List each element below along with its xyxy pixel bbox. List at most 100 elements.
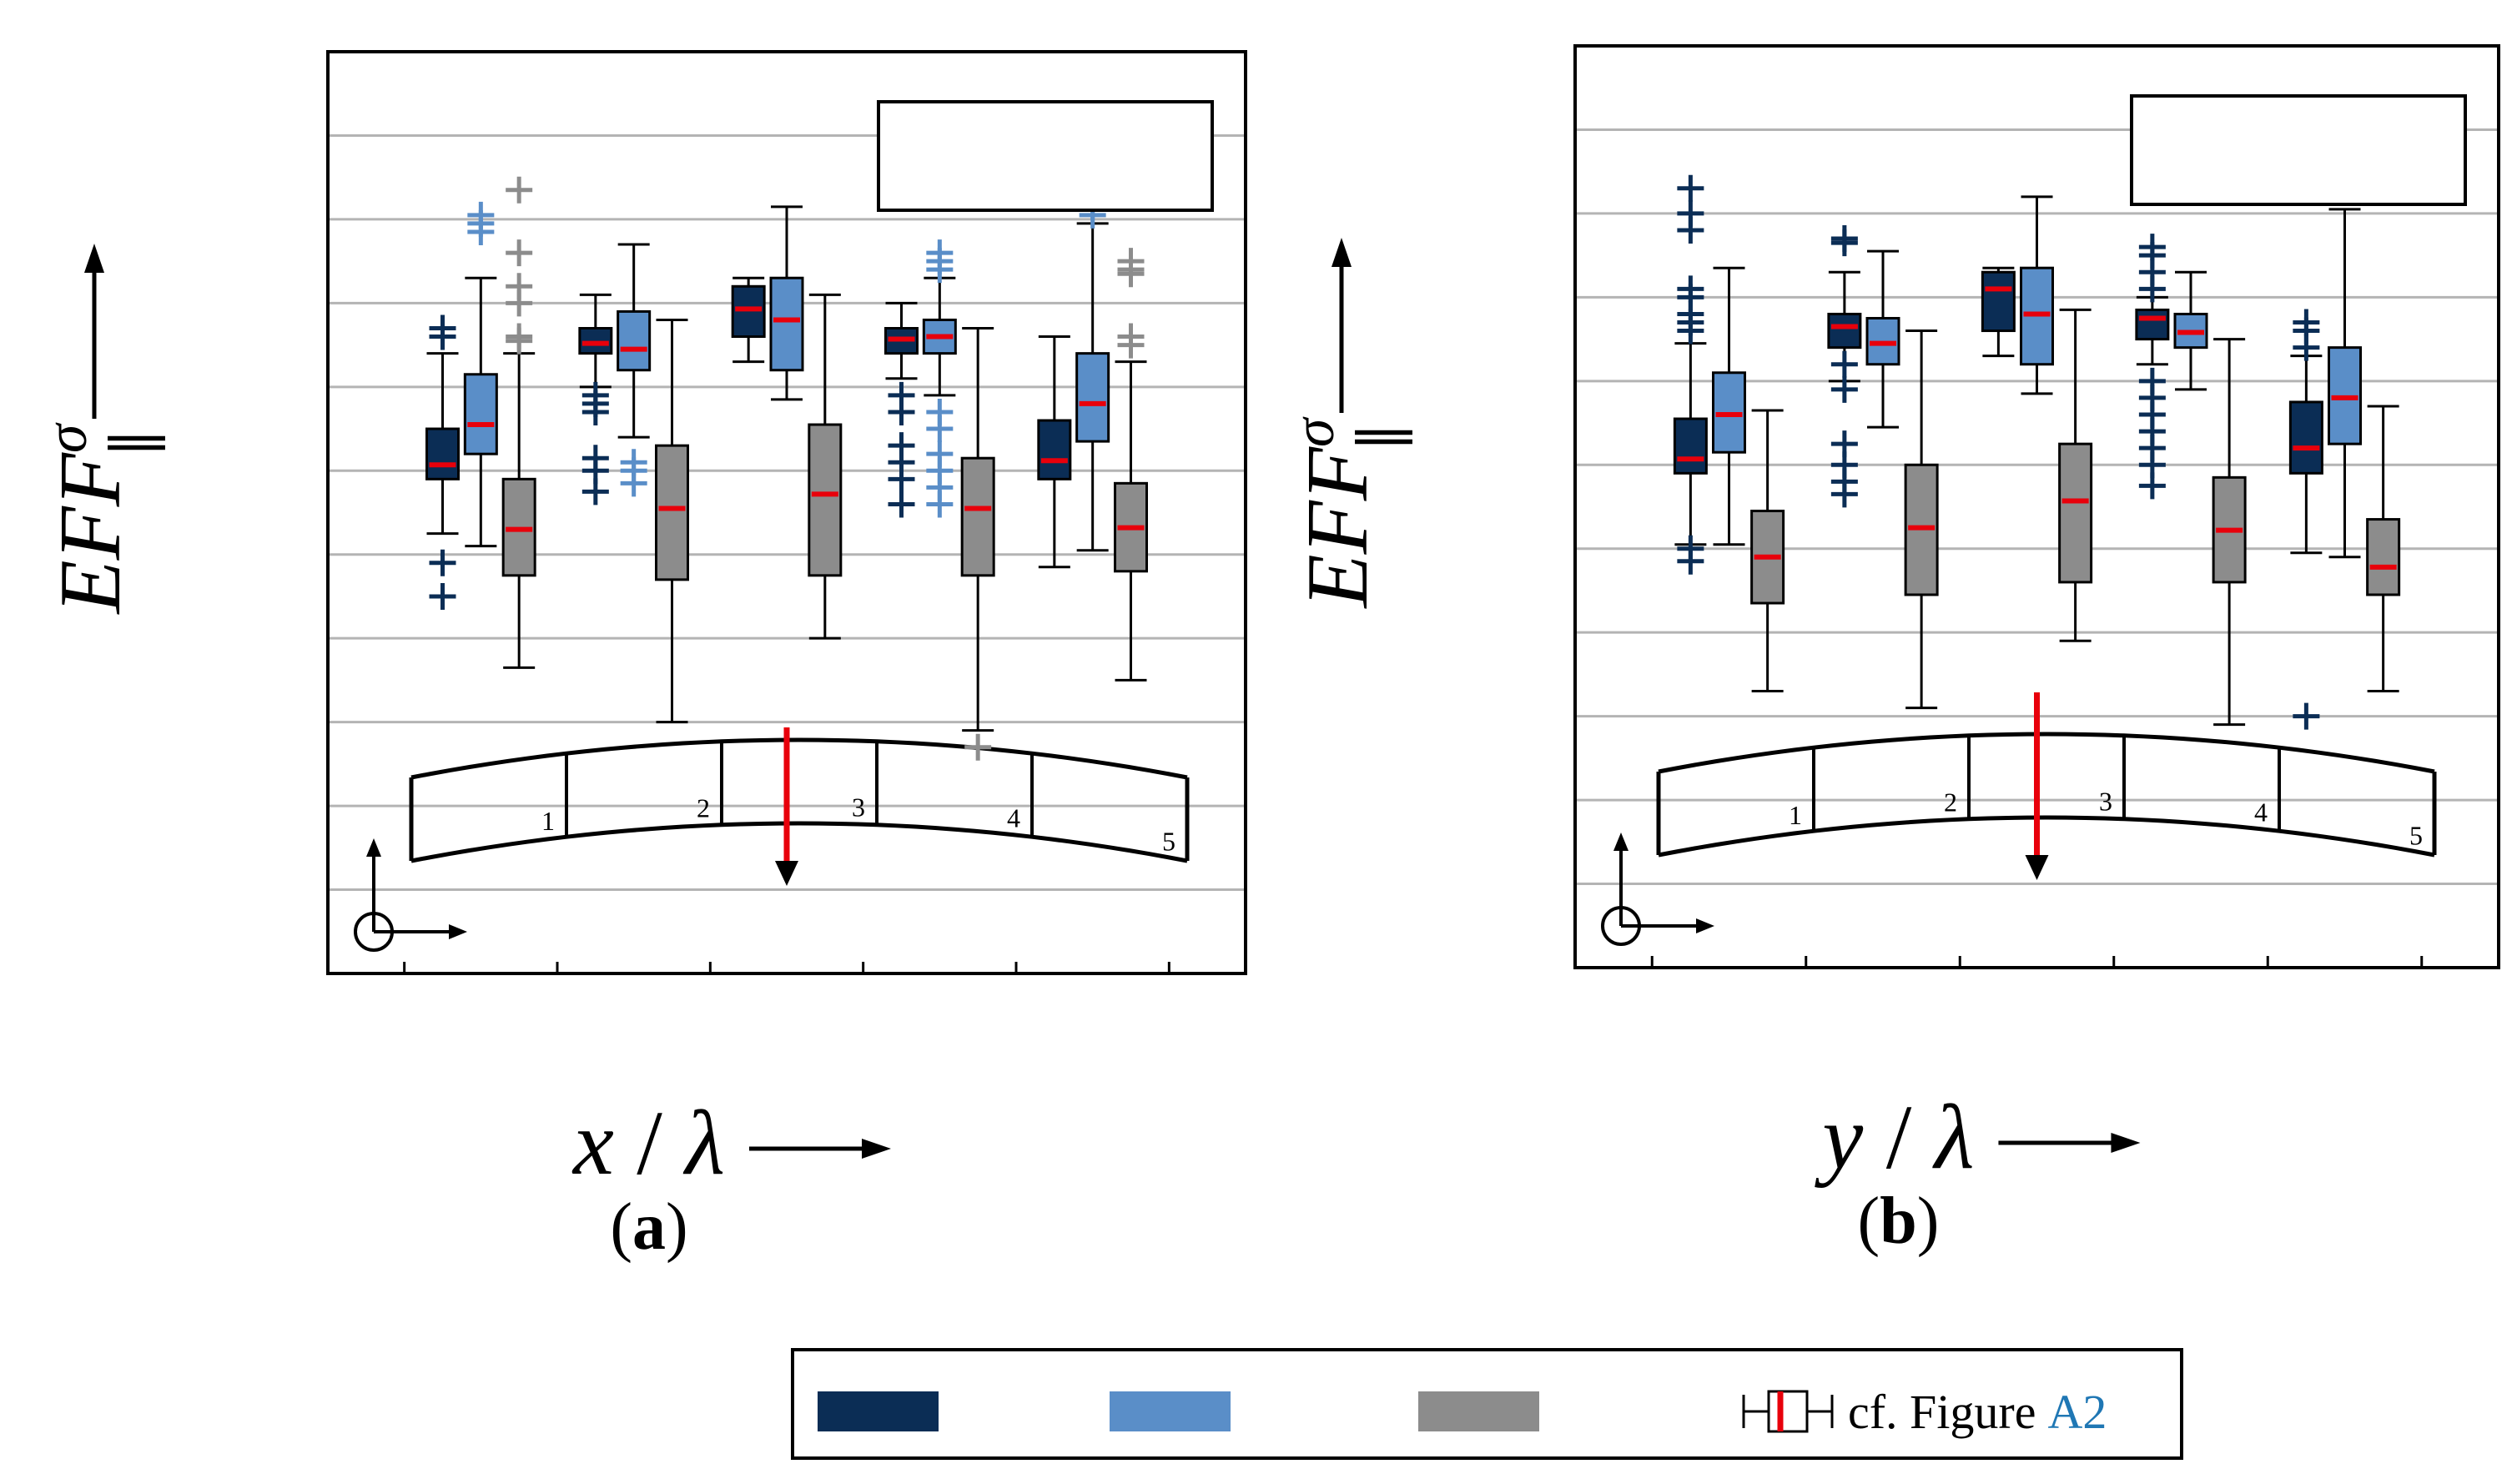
box-iqr	[2288, 400, 2323, 475]
box-iqr	[617, 309, 652, 372]
legend-swatch-type-i	[818, 1391, 939, 1431]
beam-top-edge	[1658, 732, 2435, 774]
outlier-marker	[1117, 248, 1145, 275]
arrow-right-icon	[449, 924, 467, 939]
plot-frame	[326, 50, 1247, 975]
beam-number-2: 2	[1944, 787, 1957, 817]
boxplot-type-ii	[922, 239, 957, 518]
beam-diagram: 1 2 3 4 5	[1601, 692, 2437, 946]
legend: cf. Figure A2	[791, 1348, 2183, 1460]
boxplot-type-ii	[463, 201, 498, 548]
outlier-marker	[1830, 430, 1858, 458]
x-axis-variable: x	[571, 1092, 614, 1194]
boxplot-type-i	[884, 301, 919, 518]
y-axis-label: EFFσ∥	[1282, 238, 1413, 609]
outlier-marker	[1117, 323, 1145, 350]
x-axis-slash: /	[614, 1092, 686, 1194]
outlier-marker	[888, 381, 915, 409]
y-axis-superscript: σ	[35, 422, 99, 453]
arrow-right-icon	[862, 1139, 891, 1159]
x-axis-label: x / λ	[571, 1092, 725, 1194]
boxplot-type-i	[578, 293, 613, 506]
panel-label: (a)	[610, 1190, 687, 1264]
boxplot-type-ii	[1075, 193, 1110, 552]
box-iqr	[463, 373, 498, 455]
box-iqr	[1037, 419, 1072, 480]
boxplot-type-ii	[2173, 270, 2208, 391]
box-iqr	[1827, 312, 1862, 350]
box-iqr	[2366, 518, 2401, 596]
boxplot-type-i	[425, 314, 460, 610]
arrow-up-icon	[1613, 833, 1628, 851]
outlier-marker	[2293, 702, 2320, 730]
outlier-marker	[1677, 174, 1704, 202]
x-axis-slash: /	[1863, 1086, 1935, 1188]
chart-panel-b: 1 2 3 4 5 y / λ(b) EFFσ∥	[1282, 44, 2500, 1258]
outlier-marker	[429, 582, 456, 610]
y-axis-subscript: ∥	[1349, 423, 1413, 452]
outlier-marker	[1830, 375, 1858, 403]
beam-number-4: 4	[1007, 803, 1020, 833]
outlier-marker	[506, 273, 533, 300]
boxplot-type-ii	[617, 243, 652, 497]
boxplot-type-iii	[2366, 405, 2401, 692]
legend-reference: cf. Figure A2	[1848, 1385, 2107, 1439]
beam-diagram: 1 2 3 4 5	[354, 727, 1190, 952]
beam-number-5: 5	[2409, 820, 2423, 850]
beam-bottom-edge	[410, 821, 1188, 863]
outlier-marker	[581, 445, 609, 472]
y-axis-superscript: σ	[1282, 416, 1347, 447]
beam-number-3: 3	[2099, 786, 2112, 816]
outlier-marker	[2138, 367, 2166, 395]
beam-top-edge	[410, 737, 1188, 780]
beam-number-3: 3	[852, 792, 865, 822]
box-iqr	[960, 456, 995, 577]
box-iqr	[578, 327, 613, 355]
panel-label: (b)	[1858, 1185, 1940, 1258]
y-axis-label: EFFσ∥	[35, 244, 166, 615]
boxplot-type-iii	[1904, 329, 1939, 710]
boxplot-type-iii	[960, 327, 995, 761]
boxplot-type-iii	[2212, 338, 2247, 727]
box-iqr	[808, 423, 843, 577]
arrow-right-icon	[2111, 1133, 2141, 1153]
boxplot-type-i	[1673, 174, 1708, 575]
outlier-marker	[1677, 199, 1704, 227]
outlier-marker	[926, 239, 954, 267]
box-iqr	[1075, 352, 1110, 443]
outlier-marker	[1830, 350, 1858, 378]
legend-ref-label: cf. Figure	[1848, 1385, 2036, 1439]
boxplot-type-ii	[2328, 208, 2362, 559]
beam-number-2: 2	[697, 792, 710, 822]
boxplot-type-iii	[1114, 248, 1148, 682]
outlier-marker	[467, 201, 495, 229]
outlier-marker	[964, 733, 992, 761]
boxplot-type-i	[1981, 266, 2016, 358]
outlier-marker	[429, 549, 456, 576]
load-arrow-head	[775, 861, 798, 886]
legend-swatch-type-iii	[1418, 1391, 1539, 1431]
boxplot-type-ii	[1865, 249, 1900, 429]
y-axis-base: EFF	[1288, 445, 1386, 609]
annotation-box	[877, 100, 1214, 212]
y-axis-subscript: ∥	[102, 429, 166, 458]
outlier-marker	[620, 449, 647, 476]
box-iqr	[2058, 442, 2093, 584]
plot-frame	[1573, 44, 2500, 969]
legend-box-glyph	[1767, 1390, 1809, 1433]
boxplot-type-i	[2135, 234, 2170, 500]
boxplot-type-i	[1827, 225, 1862, 508]
boxplot-type-iii	[501, 176, 536, 669]
chart-panel-a: 1 2 3 4 5 x / λ(a) EFFσ∥	[35, 50, 1247, 1264]
x-axis-variable: y	[1814, 1086, 1863, 1188]
beam-bottom-edge	[1658, 815, 2435, 858]
y-axis-base: EFF	[41, 451, 138, 615]
boxplot-type-iii	[1750, 409, 1785, 692]
legend-ref-link[interactable]: A2	[2048, 1385, 2107, 1439]
outlier-marker	[1677, 535, 1704, 562]
beam-number-1: 1	[1789, 800, 1802, 830]
beam-number-1: 1	[541, 806, 555, 836]
outlier-marker	[429, 314, 456, 342]
box-iqr	[425, 427, 460, 480]
